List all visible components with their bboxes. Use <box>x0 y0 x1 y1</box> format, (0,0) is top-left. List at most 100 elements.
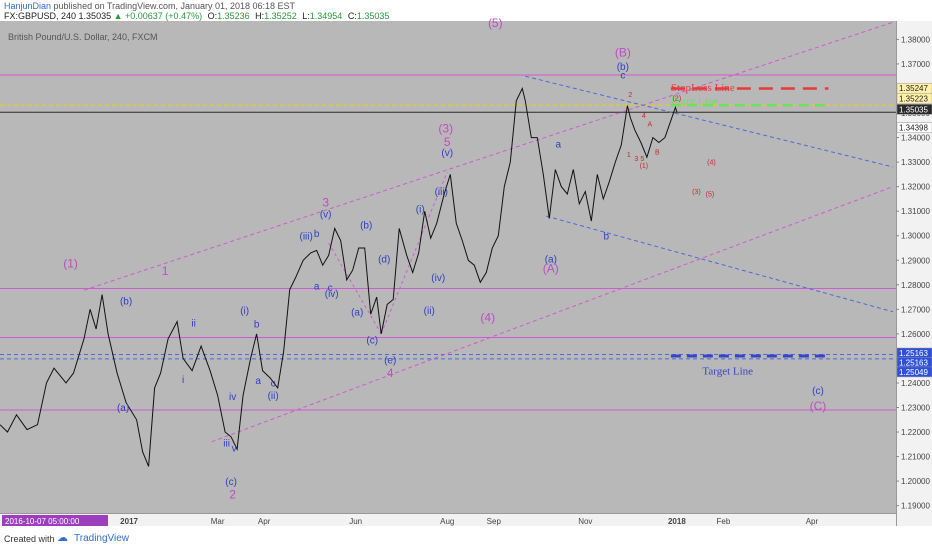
trend-line <box>83 21 894 291</box>
wave-label: iii <box>223 439 230 450</box>
price-tag-bg <box>896 104 932 115</box>
plot-area[interactable] <box>0 21 896 513</box>
wave-label: 4 <box>387 366 394 380</box>
wave-label: (2) <box>673 95 682 102</box>
wave-label: (4) <box>707 160 716 167</box>
start-date-label: 2016-10-07 05:00:00 <box>5 517 80 526</box>
y-tick-label: 1.20000 <box>901 477 930 486</box>
x-tick-label: Feb <box>717 517 731 526</box>
wave-label: (B) <box>615 46 631 60</box>
close-label: C: <box>347 11 357 21</box>
y-tick-label: 1.22000 <box>901 428 930 437</box>
wave-label: 2 <box>628 92 632 99</box>
trend-line <box>211 186 894 443</box>
wave-label: (5) <box>706 191 715 198</box>
open-value: 1.35236 <box>217 11 250 21</box>
wave-label: 4 <box>642 113 646 120</box>
tradingview-logo-icon: ☁ <box>57 532 68 544</box>
last-price: 1.35035 <box>78 11 112 21</box>
high-value: 1.35252 <box>264 11 297 21</box>
price-tag-bg <box>896 366 932 378</box>
wave-label: iv <box>229 392 236 403</box>
wave-label: c <box>620 71 625 82</box>
x-tick-label: Jun <box>349 517 362 526</box>
wave-label: (i) <box>416 204 425 215</box>
tradingview-brand[interactable]: TradingView <box>74 533 130 544</box>
x-tick-label: Aug <box>440 517 454 526</box>
y-tick-label: 1.26000 <box>901 330 930 339</box>
symbol-label: FX:GBPUSD, 240 <box>4 11 77 21</box>
created-with-text: Created with <box>4 534 55 544</box>
wave-label: (b) <box>360 220 372 231</box>
wave-label: i <box>182 375 184 386</box>
x-tick-label: Sep <box>487 517 502 526</box>
wave-label: (3) <box>438 122 453 136</box>
wave-label: 1 <box>162 264 169 278</box>
wave-label: 2 <box>229 487 236 501</box>
wave-label: (iii) <box>300 231 313 242</box>
price-tag-label: 1.25163 <box>899 349 928 358</box>
price-tag-label: 1.34398 <box>899 124 928 133</box>
wave-label: (iv) <box>431 273 445 284</box>
wave-label: 1 <box>627 152 631 159</box>
price-tag-label: 1.25049 <box>899 368 928 377</box>
wave-label: ii <box>191 319 195 330</box>
trend-line <box>546 215 894 313</box>
wave-label: 5 <box>444 135 451 149</box>
wave-label: (c) <box>812 386 824 397</box>
price-tag-bg <box>896 122 932 133</box>
wave-label: (1) <box>640 163 649 170</box>
wave-label: 3 <box>322 195 329 209</box>
x-tick-label: Mar <box>211 517 225 526</box>
wave-label: b <box>314 229 320 240</box>
close-value: 1.35035 <box>356 11 390 21</box>
wave-label: (a) <box>117 403 129 414</box>
x-tick-label: Apr <box>806 517 819 526</box>
wave-label: (1) <box>63 257 78 271</box>
line-marker-label: Entry Line <box>671 95 718 107</box>
wave-label: b <box>254 320 260 331</box>
author-link[interactable]: HanjunDian <box>4 1 52 11</box>
wave-label: (ii) <box>424 306 435 317</box>
price-tag-label: 1.25163 <box>899 359 928 368</box>
start-date-bg <box>2 515 108 526</box>
y-tick-label: 1.32000 <box>901 183 930 192</box>
publish-info: HanjunDian published on TradingView.com,… <box>4 1 295 11</box>
x-tick-label: 2017 <box>120 517 138 526</box>
y-tick-label: 1.34000 <box>901 134 930 143</box>
wave-label: (v) <box>441 148 453 159</box>
line-marker-label: Target Line <box>702 365 753 377</box>
wave-label: 3 <box>634 156 638 163</box>
wave-label: (5) <box>488 16 503 30</box>
y-tick-label: 1.28000 <box>901 281 930 290</box>
wave-label: (b) <box>617 62 629 73</box>
time-axis[interactable] <box>0 513 896 527</box>
wave-label: a <box>556 139 562 150</box>
y-tick-label: 1.19000 <box>901 502 930 511</box>
wave-label: (v) <box>320 209 332 220</box>
wave-label: (4) <box>480 311 495 325</box>
wave-label: A <box>648 122 653 129</box>
y-tick-label: 1.24000 <box>901 379 930 388</box>
price-tag-label: 1.35223 <box>899 94 928 103</box>
wave-label: (3) <box>692 189 701 196</box>
wave-label: a <box>255 376 261 387</box>
wave-label: (i) <box>240 306 249 317</box>
chart-title: British Pound/U.S. Dollar, 240, FXCM <box>8 32 158 42</box>
open-label: O: <box>207 11 218 21</box>
y-tick-label: 1.38000 <box>901 35 930 44</box>
wave-label: (c) <box>225 477 237 488</box>
x-tick-label: Apr <box>258 517 271 526</box>
wave-label: B <box>655 150 660 157</box>
wave-label: (b) <box>120 296 132 307</box>
low-value: 1.34954 <box>309 11 343 21</box>
wave-label: (a) <box>545 255 557 266</box>
wave-label: (ii) <box>268 391 279 402</box>
line-marker-label: StopLoss Line <box>671 82 735 94</box>
x-tick-label: 2018 <box>668 517 686 526</box>
wave-label: (iv) <box>325 289 339 300</box>
y-tick-label: 1.33000 <box>901 158 930 167</box>
price-tag-bg <box>896 93 932 104</box>
y-tick-label: 1.37000 <box>901 60 930 69</box>
